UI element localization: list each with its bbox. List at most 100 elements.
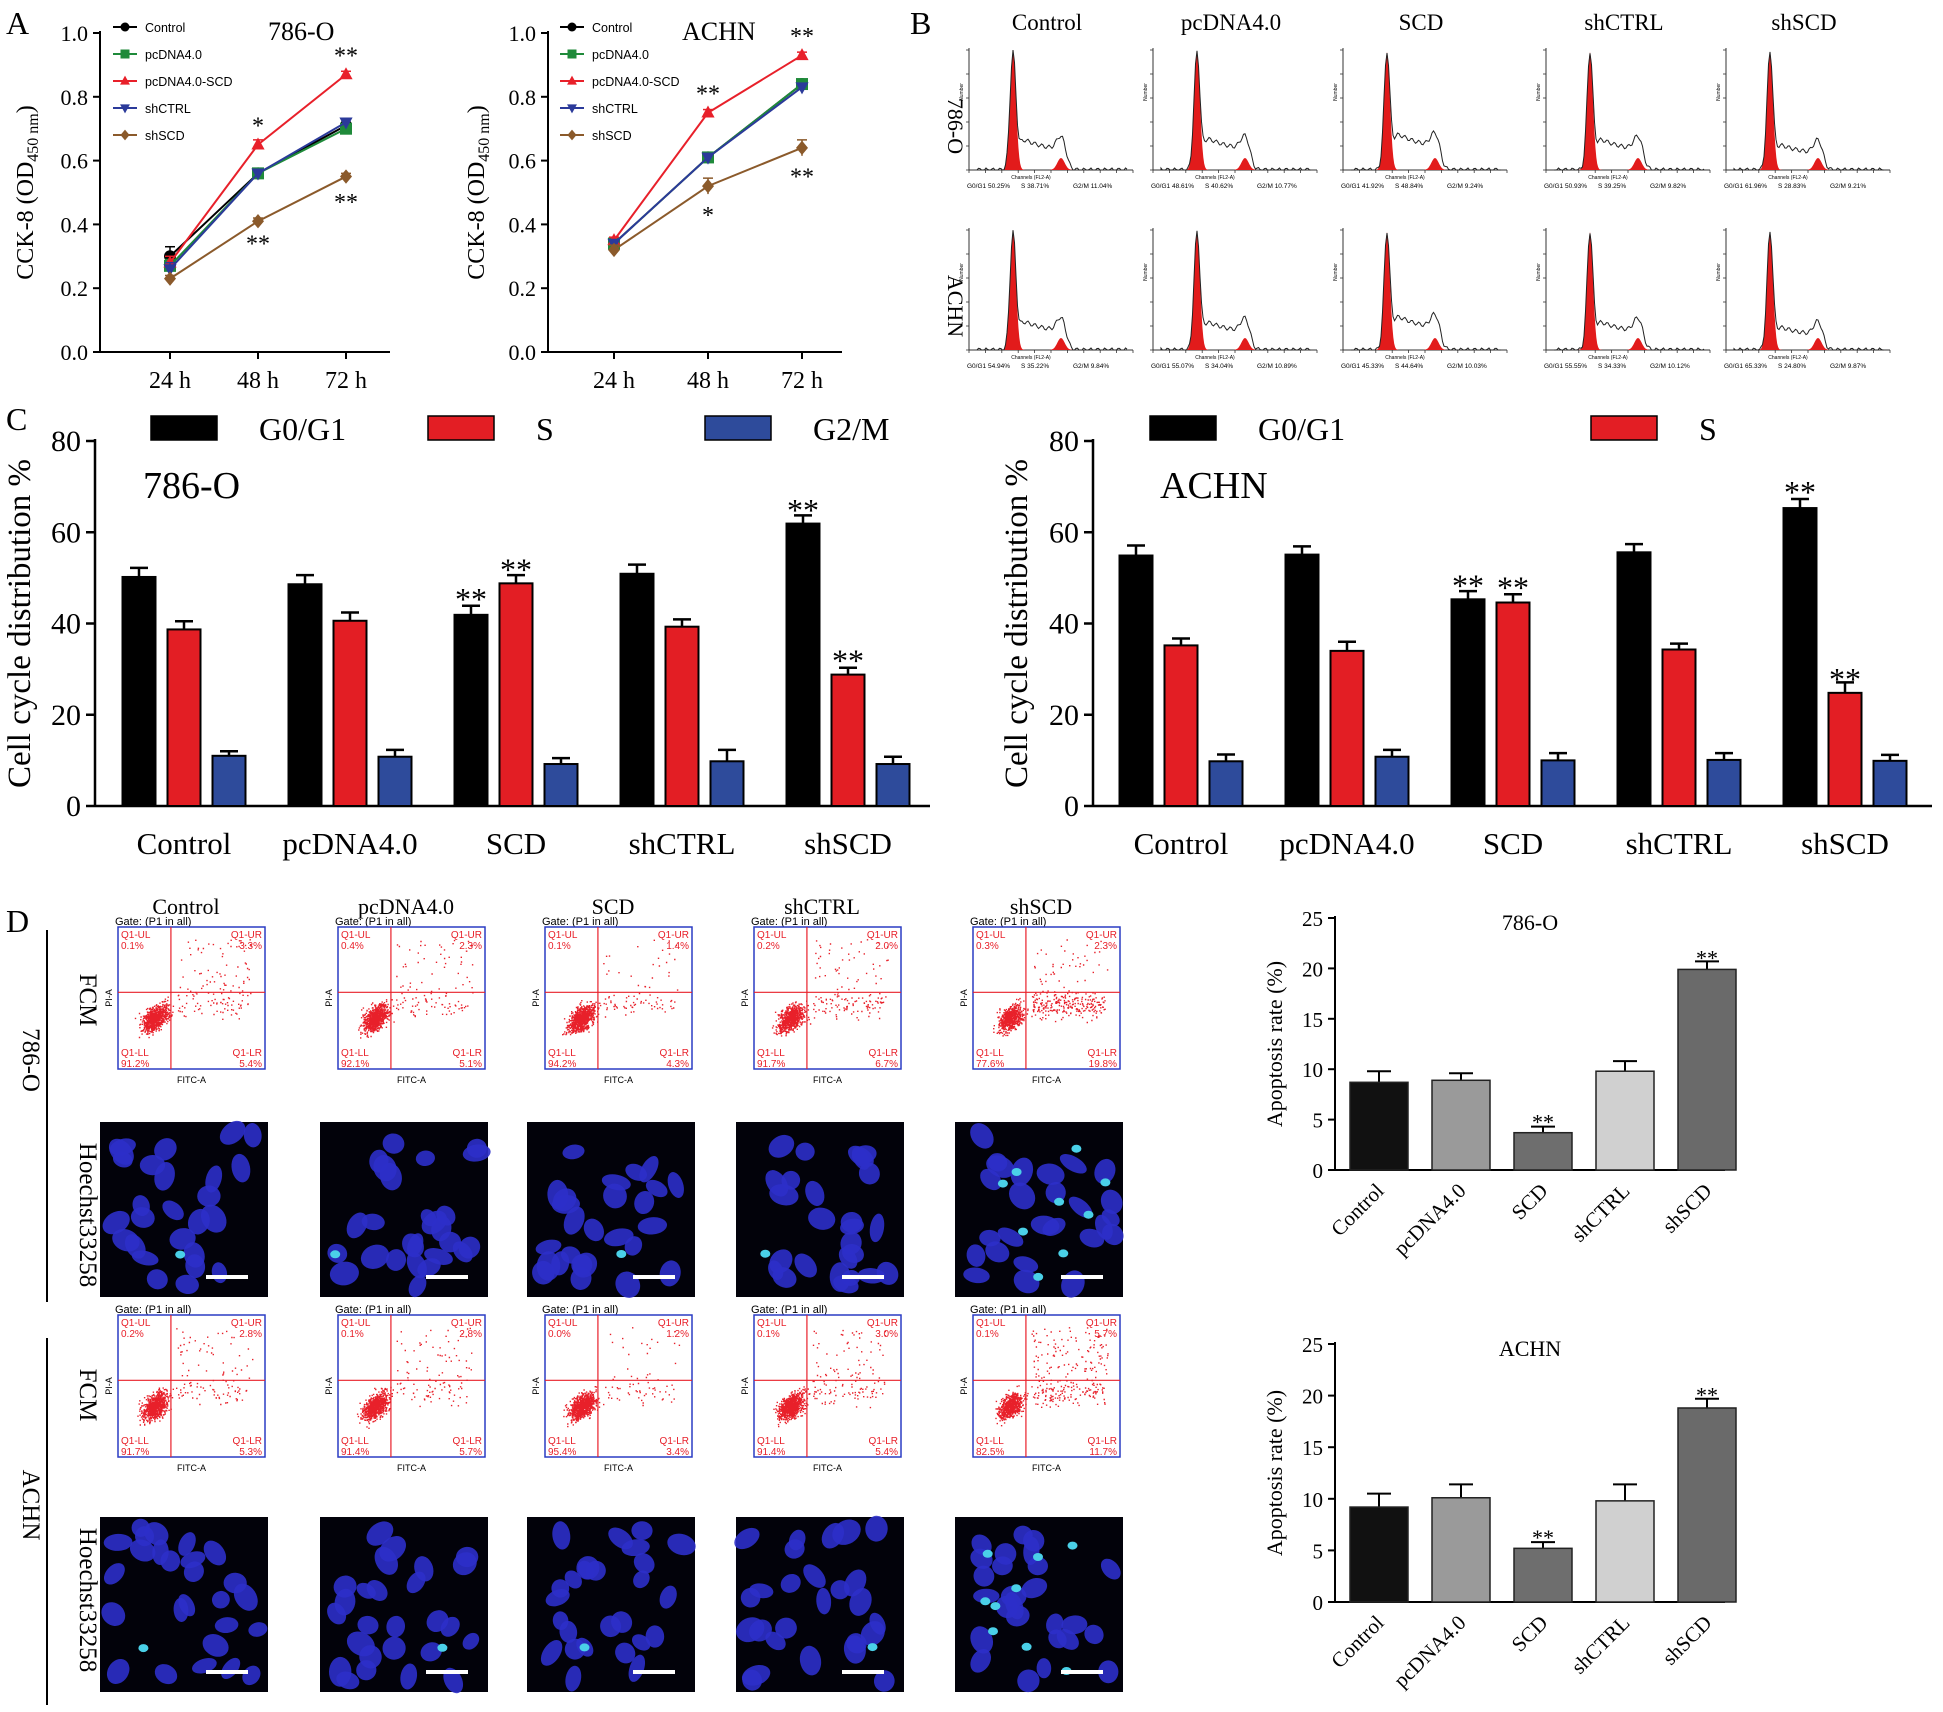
gate-label: Gate: (P1 in all) bbox=[115, 1304, 191, 1316]
legend-label: shSCD bbox=[592, 129, 632, 143]
scatter-y-label: PI-A bbox=[740, 1377, 750, 1395]
hoechst-image-ACHN-pcDNA4.0 bbox=[320, 1516, 488, 1696]
significance-marker: ** bbox=[1784, 474, 1816, 510]
quadrant-lr-value: 19.8% bbox=[1089, 1059, 1117, 1070]
quadrant-ur-value: 5.7% bbox=[1094, 1329, 1117, 1340]
x-tick-label: SCD bbox=[486, 826, 546, 861]
scale-bar bbox=[633, 1275, 675, 1279]
quadrant-ul-value: 0.0% bbox=[548, 1329, 571, 1340]
quadrant-ll-name: Q1-LL bbox=[757, 1436, 785, 1447]
significance-marker: ** bbox=[500, 551, 532, 587]
x-tick-label: shCTRL bbox=[629, 826, 736, 861]
apoptotic-nucleus bbox=[1071, 1145, 1081, 1153]
y-axis-label-subscript: 450 nm bbox=[476, 113, 493, 162]
quadrant-ll-value: 82.5% bbox=[976, 1447, 1004, 1458]
y-tick-label: 0.4 bbox=[61, 212, 89, 237]
apoptotic-nucleus bbox=[1033, 1273, 1043, 1281]
bar-G0/G1-pcDNA4.0 bbox=[1286, 555, 1319, 806]
histogram-row-label: 786-O bbox=[943, 98, 968, 154]
quadrant-ul-name: Q1-UL bbox=[341, 1318, 371, 1329]
method-label-hoechst: Hoechst33258 bbox=[74, 1143, 101, 1287]
y-tick-label: 20 bbox=[51, 699, 81, 732]
y-axis-label: Cell cycle distribution % bbox=[999, 459, 1035, 788]
quadrant-lr-value: 11.7% bbox=[1089, 1447, 1117, 1458]
legend-label: S bbox=[536, 411, 554, 447]
significance-marker: ** bbox=[832, 643, 864, 679]
scatter-y-label: PI-A bbox=[104, 989, 114, 1007]
panel-label-b: B bbox=[910, 5, 931, 41]
bar-G0/G1-shSCD bbox=[787, 524, 820, 806]
x-tick-label: shCTRL bbox=[1626, 826, 1733, 861]
quadrant-ll-value: 91.4% bbox=[341, 1447, 369, 1458]
histogram-y-label: Number bbox=[1333, 83, 1339, 101]
s-value: S 38.71% bbox=[1021, 183, 1049, 190]
chart-title: 786-O bbox=[143, 465, 240, 507]
scatter-y-label: PI-A bbox=[324, 1377, 334, 1395]
method-label-hoechst: Hoechst33258 bbox=[74, 1528, 101, 1672]
legend-marker bbox=[568, 50, 577, 59]
apoptotic-nucleus bbox=[760, 1250, 770, 1258]
x-tick-label: shSCD bbox=[1801, 826, 1889, 861]
x-tick-label: Control bbox=[1134, 826, 1229, 861]
significance-marker: ** bbox=[455, 581, 487, 617]
apoptotic-nucleus bbox=[1054, 1198, 1064, 1206]
legend-label: shCTRL bbox=[592, 102, 638, 116]
apoptotic-nucleus bbox=[1011, 1584, 1021, 1592]
g0g1-value: G0/G1 55.07% bbox=[1151, 363, 1194, 370]
bar-shSCD bbox=[1678, 969, 1736, 1170]
hoechst-image-ACHN-shSCD bbox=[955, 1517, 1125, 1696]
apoptotic-nucleus bbox=[1058, 1249, 1068, 1257]
significance-marker: ** bbox=[1452, 567, 1484, 603]
hoechst-image-786-O-pcDNA4.0 bbox=[320, 1122, 492, 1300]
legend-label: pcDNA4.0 bbox=[592, 48, 649, 62]
quadrant-ll-name: Q1-LL bbox=[121, 1048, 149, 1059]
quadrant-ul-value: 0.1% bbox=[976, 1329, 999, 1340]
flow-scatter-ACHN-shCTRL: Gate: (P1 in all)Q1-UL0.1%Q1-UR3.0%Q1-LL… bbox=[740, 1304, 901, 1473]
apoptotic-nucleus bbox=[616, 1250, 626, 1258]
s-value: S 35.22% bbox=[1021, 363, 1049, 370]
bar-G2/M-pcDNA4.0 bbox=[1376, 757, 1409, 806]
legend-marker bbox=[121, 23, 130, 32]
histogram-x-label: Channels (FL2-A) bbox=[1768, 175, 1808, 181]
g2m-value: G2/M 11.04% bbox=[1073, 183, 1112, 190]
bar-pcDNA4.0 bbox=[1432, 1080, 1490, 1170]
chart-title: 786-O bbox=[1502, 910, 1558, 935]
y-tick-label: 0 bbox=[1313, 1591, 1324, 1615]
histogram-y-label: Number bbox=[1716, 263, 1722, 281]
g2m-value: G2/M 10.89% bbox=[1257, 363, 1297, 370]
y-tick-label: 0.2 bbox=[61, 276, 89, 301]
quadrant-ur-value: 2.8% bbox=[239, 1329, 262, 1340]
g2m-value: G2/M 9.24% bbox=[1447, 183, 1483, 190]
panel-label-a: A bbox=[6, 5, 29, 41]
quadrant-ll-value: 91.7% bbox=[121, 1447, 149, 1458]
scatter-y-label: PI-A bbox=[531, 989, 541, 1007]
histogram-x-label: Channels (FL2-A) bbox=[1768, 355, 1808, 361]
legend-label: S bbox=[1699, 411, 1717, 447]
bar-Control bbox=[1350, 1082, 1408, 1170]
quadrant-ur-name: Q1-UR bbox=[1086, 1318, 1117, 1329]
scatter-x-label: FITC-A bbox=[177, 1463, 206, 1473]
scatter-y-label: PI-A bbox=[104, 1377, 114, 1395]
legend-label: shCTRL bbox=[145, 102, 191, 116]
histogram-y-label: Number bbox=[1716, 83, 1722, 101]
g0g1-value: G0/G1 55.55% bbox=[1544, 363, 1587, 370]
legend-marker bbox=[121, 50, 130, 59]
apoptotic-nucleus bbox=[980, 1597, 990, 1605]
y-tick-label: 40 bbox=[1049, 608, 1079, 641]
quadrant-ll-value: 91.7% bbox=[757, 1059, 785, 1070]
flow-scatter-786-O-SCD: Gate: (P1 in all) Q1-UL0.1% Q1-UR1.4% Q1-LL… bbox=[531, 916, 692, 1085]
y-tick-label: 0.6 bbox=[509, 149, 537, 174]
apoptotic-nucleus bbox=[868, 1643, 878, 1651]
hoechst-image-ACHN-Control bbox=[97, 1515, 269, 1692]
gate-label: Gate: (P1 in all) bbox=[751, 916, 827, 928]
g0g1-value: G0/G1 50.25% bbox=[967, 183, 1010, 190]
quadrant-ll-value: 91.4% bbox=[757, 1447, 785, 1458]
y-tick-label: 20 bbox=[1302, 1385, 1323, 1409]
hoechst-image-ACHN-SCD bbox=[527, 1517, 698, 1693]
flow-scatter-ACHN-Control: Gate: (P1 in all) Q1-UL0.2% Q1-UR2.8% Q1-LL… bbox=[104, 1304, 265, 1473]
bar-S-pcDNA4.0 bbox=[1331, 651, 1364, 806]
quadrant-ll-name: Q1-LL bbox=[548, 1436, 576, 1447]
quadrant-ur-name: Q1-UR bbox=[451, 1318, 482, 1329]
quadrant-ur-name: Q1-UR bbox=[231, 1318, 262, 1329]
scatter-x-label: FITC-A bbox=[813, 1075, 842, 1085]
